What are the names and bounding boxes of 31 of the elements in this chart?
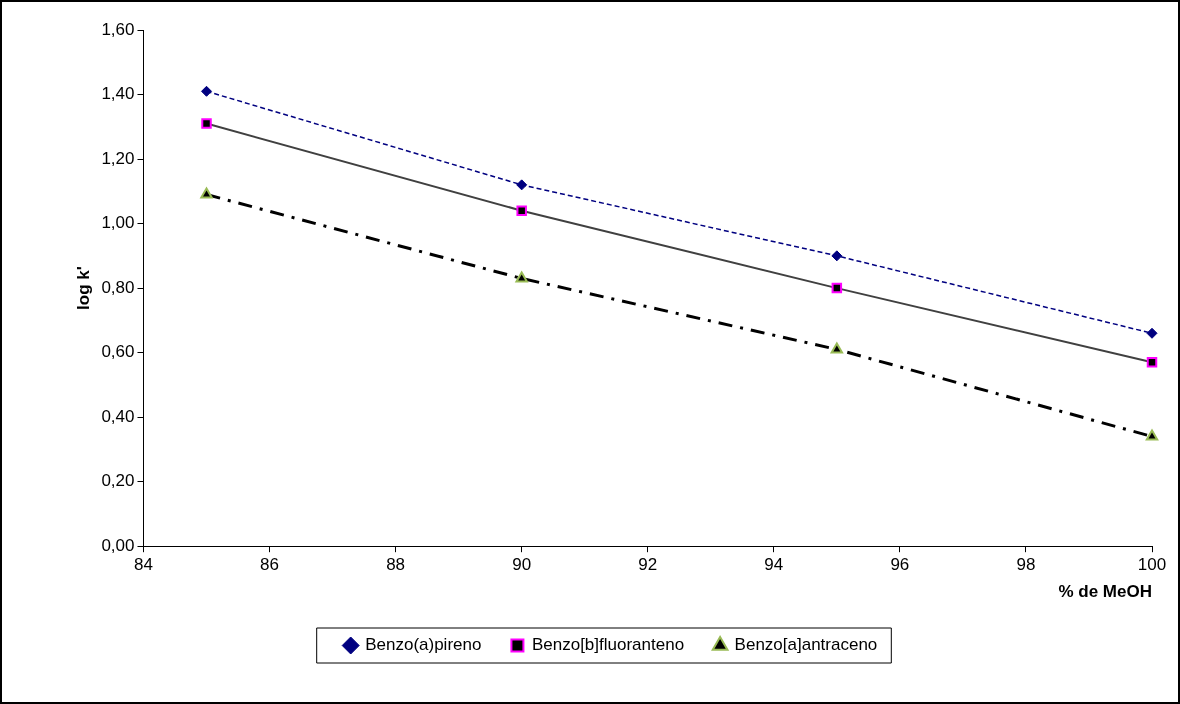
point bbox=[516, 179, 528, 191]
point bbox=[1146, 327, 1158, 339]
y-tick-label: 0,40 bbox=[101, 406, 135, 426]
y-tick-label: 1,40 bbox=[101, 84, 135, 104]
y-tick-label: 1,00 bbox=[101, 213, 135, 233]
y-tick-label: 0,20 bbox=[101, 471, 135, 491]
y-tick-label: 0,80 bbox=[101, 277, 135, 297]
y-tick-label: 1,60 bbox=[101, 19, 135, 39]
point bbox=[831, 250, 843, 262]
x-tick-label: 92 bbox=[638, 555, 658, 575]
y-tick-label: 1,20 bbox=[101, 148, 135, 168]
x-tick-label: 88 bbox=[386, 555, 406, 575]
point bbox=[1145, 429, 1159, 441]
point bbox=[201, 85, 213, 97]
legend-label: Benzo(a)pireno bbox=[365, 635, 482, 655]
point bbox=[200, 187, 213, 199]
point bbox=[830, 342, 844, 354]
x-tick-label: 96 bbox=[890, 555, 910, 575]
x-tick-label: 86 bbox=[260, 555, 280, 575]
x-tick-label: 98 bbox=[1016, 555, 1036, 575]
x-axis-title: % de MeOH bbox=[1058, 582, 1152, 602]
y-tick-label: 0,00 bbox=[101, 535, 135, 555]
legend-label: Benzo[b]fluoranteno bbox=[531, 635, 685, 655]
x-tick-label: 90 bbox=[512, 555, 532, 575]
x-tick-label: 94 bbox=[764, 555, 784, 575]
y-tick-label: 0,60 bbox=[101, 342, 135, 362]
legend-label: Benzo[a]antraceno bbox=[734, 635, 878, 655]
y-axis-title: log k' bbox=[73, 266, 93, 310]
x-tick-label: 84 bbox=[134, 555, 153, 575]
point bbox=[515, 271, 528, 283]
x-tick-label: 100 bbox=[1137, 555, 1167, 575]
